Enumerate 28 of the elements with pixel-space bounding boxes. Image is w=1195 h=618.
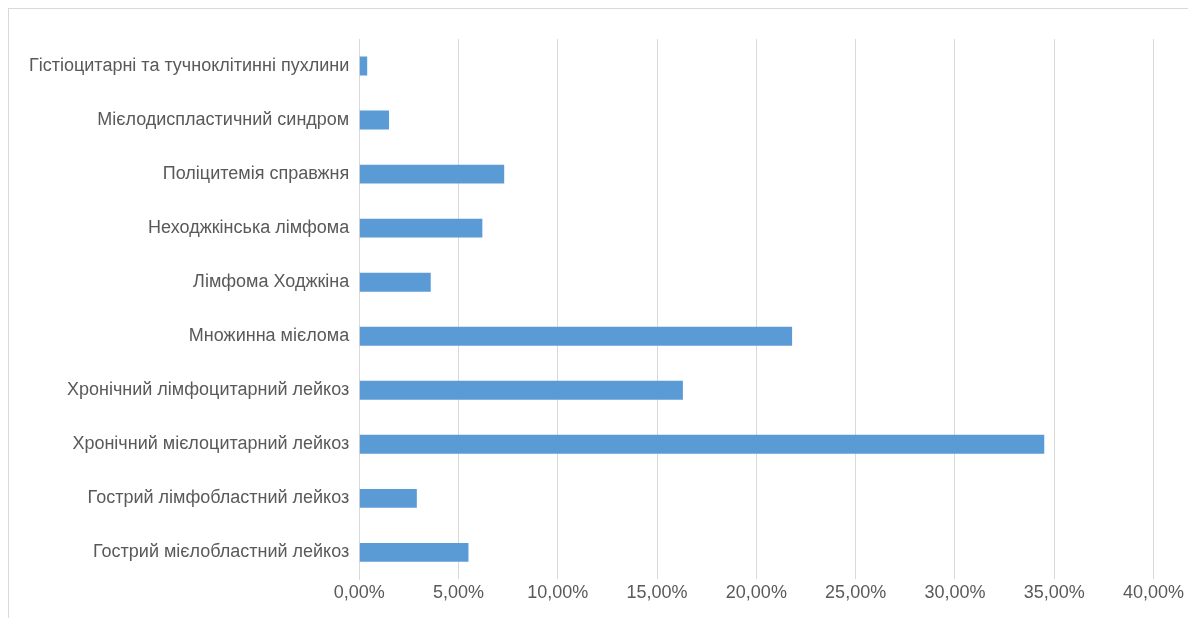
y-tick-label: Гострий мієлобластний лейкоз	[93, 541, 350, 562]
y-tick-label: Мієлодиспластичний синдром	[97, 109, 350, 130]
y-tick-label: Гістіоцитарні та тучноклітинні пухлини	[28, 54, 350, 75]
y-tick-label: Множинна мієлома	[188, 325, 351, 346]
x-tick-label: 0,00%	[333, 582, 385, 603]
bar	[359, 272, 431, 292]
x-tick-label: 40,00%	[1122, 582, 1185, 603]
bar	[359, 326, 793, 346]
x-tick-label: 35,00%	[1023, 582, 1085, 603]
y-tick-label: Хронічний лімфоцитарний лейкоз	[66, 379, 350, 400]
bar	[359, 164, 505, 184]
x-tick-label: 15,00%	[626, 582, 688, 603]
y-tick-label: Хронічний мієлоцитарний лейкоз	[72, 433, 350, 454]
y-tick-label: Неходжкінська лімфома	[148, 217, 351, 238]
bar	[359, 488, 417, 508]
bar	[359, 434, 1045, 454]
x-tick-label: 5,00%	[433, 582, 485, 603]
y-tick-label: Гострий лімфобластний лейкоз	[87, 487, 350, 508]
bar	[359, 218, 483, 238]
x-tick-label: 30,00%	[924, 582, 986, 603]
bar	[359, 542, 469, 562]
x-tick-label: 20,00%	[725, 582, 787, 603]
y-tick-label: Лімфома Ходжкіна	[193, 271, 351, 292]
x-tick-label: 10,00%	[527, 582, 589, 603]
y-tick-label: Поліцитемія справжня	[162, 163, 350, 184]
bar	[359, 110, 390, 130]
bar	[359, 380, 683, 400]
x-tick-label: 25,00%	[825, 582, 887, 603]
